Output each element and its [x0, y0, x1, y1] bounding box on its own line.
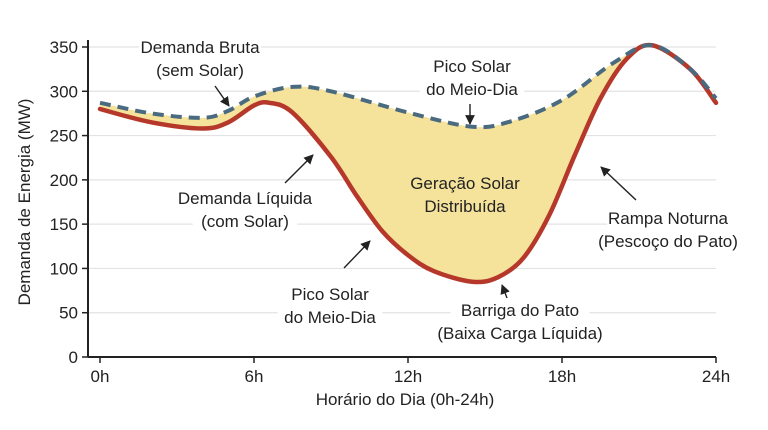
annotation-arrow — [343, 240, 371, 269]
annotation-background — [147, 60, 253, 81]
annotation-background — [607, 208, 729, 229]
annotation-text: Demanda Bruta — [140, 38, 260, 57]
annotation: Pico Solar do Meio-Dia — [277, 240, 383, 328]
annotation-background — [419, 79, 525, 100]
y-tick-label: 250 — [50, 127, 78, 146]
gross-demand-line — [99, 43, 718, 130]
annotation-text: Pico Solar — [291, 285, 369, 304]
annotation-text: Demanda Líquida — [178, 189, 313, 208]
annotation-text: Geração Solar — [410, 174, 520, 193]
x-tick-label: 0h — [91, 367, 110, 386]
annotation-text: Barriga do Pato — [461, 301, 579, 320]
annotation-text: do Meio-Dia — [426, 80, 518, 99]
y-tick-label: 0 — [69, 348, 78, 367]
annotation-arrow — [214, 85, 230, 107]
y-tick-label: 200 — [50, 171, 78, 190]
annotation-text: (sem Solar) — [156, 61, 244, 80]
annotation: Barriga do Pato (Baixa Carga Líquida) — [424, 284, 616, 344]
annotation-arrow — [500, 284, 510, 299]
annotation: Demanda Bruta (sem Solar) — [139, 37, 261, 107]
y-tick-label: 50 — [59, 304, 78, 323]
annotation: Geração Solar Distribuída — [410, 174, 520, 216]
annotation-background — [589, 231, 747, 252]
annotation-arrow — [284, 154, 314, 184]
annotation: Rampa Noturna (Pescoço do Pato) — [589, 166, 747, 252]
x-axis-label: Horário do Dia (0h-24h) — [316, 390, 495, 409]
annotation-background — [424, 56, 520, 77]
annotation-background — [277, 307, 383, 328]
annotation: Pico Solar do Meio-Dia — [419, 56, 525, 125]
y-tick-label: 150 — [50, 215, 78, 234]
y-tick-label: 350 — [50, 38, 78, 57]
x-tick-label: 6h — [245, 367, 264, 386]
net-demand-line — [97, 42, 719, 285]
x-tick-label: 12h — [394, 367, 422, 386]
annotation-text: (com Solar) — [201, 212, 289, 231]
annotation-background — [424, 323, 616, 344]
y-axis-label: Demanda de Energia (MW) — [15, 99, 34, 306]
y-tick-label: 300 — [50, 82, 78, 101]
annotation-text: Distribuída — [424, 197, 506, 216]
annotation-text: (Baixa Carga Líquida) — [437, 324, 602, 343]
annotation-background — [282, 284, 378, 305]
annotation-arrow — [600, 166, 637, 201]
annotation-text: (Pescoço do Pato) — [598, 232, 738, 251]
annotation-background — [175, 188, 315, 209]
axes: 0 50 100 150 200 250 300 350 0h 6h 12h 18h 24h — [50, 38, 731, 386]
x-tick-label: 18h — [548, 367, 576, 386]
annotation-background — [450, 300, 590, 321]
annotation-background — [139, 37, 261, 58]
x-tick-label: 24h — [702, 367, 730, 386]
annotation-text: do Meio-Dia — [284, 308, 376, 327]
annotation-text: Pico Solar — [433, 57, 511, 76]
annotation-text: Rampa Noturna — [608, 209, 729, 228]
annotation-background — [192, 211, 298, 232]
y-tick-label: 100 — [50, 259, 78, 278]
annotations: Demanda Bruta (sem Solar) Pico Solar do Mei… — [139, 37, 747, 344]
annotation: Demanda Líquida (com Solar) — [175, 154, 315, 232]
